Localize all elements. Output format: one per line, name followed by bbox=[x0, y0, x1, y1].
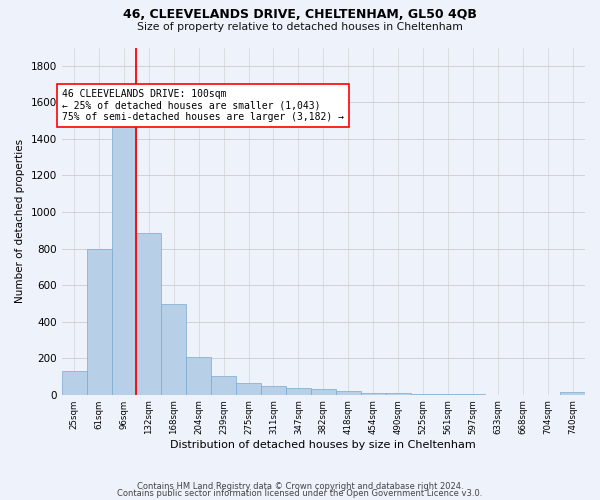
Text: Size of property relative to detached houses in Cheltenham: Size of property relative to detached ho… bbox=[137, 22, 463, 32]
Bar bbox=[62, 372, 86, 394]
Bar bbox=[386, 393, 410, 394]
Bar bbox=[286, 388, 311, 394]
Bar bbox=[211, 376, 236, 394]
Bar bbox=[261, 386, 286, 394]
Bar bbox=[336, 391, 361, 394]
Text: 46 CLEEVELANDS DRIVE: 100sqm
← 25% of detached houses are smaller (1,043)
75% of: 46 CLEEVELANDS DRIVE: 100sqm ← 25% of de… bbox=[62, 89, 344, 122]
Bar bbox=[236, 383, 261, 394]
Bar bbox=[86, 248, 112, 394]
Bar bbox=[560, 392, 585, 394]
Text: Contains public sector information licensed under the Open Government Licence v3: Contains public sector information licen… bbox=[118, 490, 482, 498]
Bar bbox=[112, 124, 136, 394]
Bar bbox=[361, 393, 386, 394]
X-axis label: Distribution of detached houses by size in Cheltenham: Distribution of detached houses by size … bbox=[170, 440, 476, 450]
Bar bbox=[186, 357, 211, 395]
Bar bbox=[161, 304, 186, 394]
Text: 46, CLEEVELANDS DRIVE, CHELTENHAM, GL50 4QB: 46, CLEEVELANDS DRIVE, CHELTENHAM, GL50 … bbox=[123, 8, 477, 20]
Text: Contains HM Land Registry data © Crown copyright and database right 2024.: Contains HM Land Registry data © Crown c… bbox=[137, 482, 463, 491]
Y-axis label: Number of detached properties: Number of detached properties bbox=[15, 139, 25, 303]
Bar bbox=[311, 389, 336, 394]
Bar bbox=[136, 233, 161, 394]
